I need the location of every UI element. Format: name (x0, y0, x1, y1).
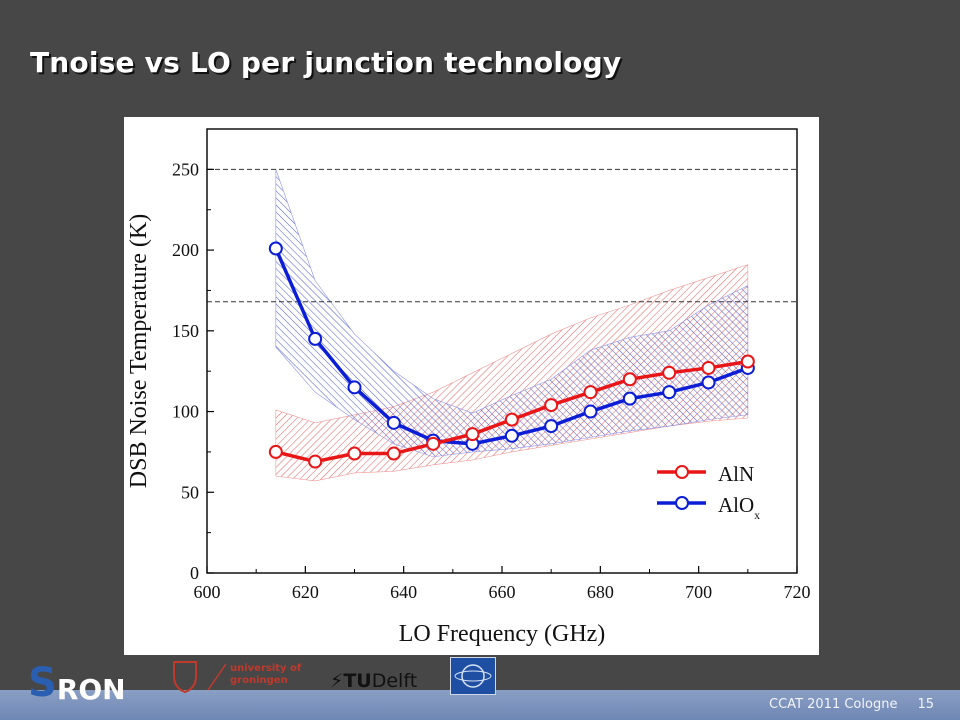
y-tick-label: 100 (172, 402, 199, 422)
point-alox-686 (622, 391, 637, 406)
series-lines (268, 241, 755, 469)
x-tick-label: 680 (587, 582, 614, 602)
y-tick-label: 0 (190, 563, 199, 583)
point-alox-622 (308, 331, 323, 346)
legend-aln-label: AlN (718, 462, 754, 486)
legend-alo-marker (675, 496, 689, 510)
point-aln-614 (268, 444, 283, 459)
groningen-crest-icon (173, 661, 197, 694)
x-tick-label: 720 (784, 582, 811, 602)
chart-panel: 600 620 640 660 680 700 720 0 50 100 150 200 250 AlN… (124, 117, 819, 655)
y-tick-label: 200 (172, 240, 199, 260)
sron-logo-text: RON (56, 673, 126, 706)
point-aln-694 (662, 365, 677, 380)
point-aln-702 (701, 360, 716, 375)
point-aln-654 (465, 427, 480, 442)
noise-temperature-chart: 600 620 640 660 680 700 720 0 50 100 150 200 250 AlN… (126, 128, 811, 647)
axes: 600 620 640 660 680 700 720 0 50 100 150 200 250 (172, 159, 811, 602)
plot-frame (206, 128, 798, 574)
footer-event: CCAT 2011 Cologne (769, 697, 898, 712)
tudelft-flame-icon: ⚡ (330, 670, 344, 692)
point-alox-662 (504, 428, 519, 443)
footer: CCAT 2011 Cologne 15 (749, 697, 934, 712)
x-tick-label: 620 (292, 582, 319, 602)
footer-bar (0, 690, 960, 720)
point-aln-662 (504, 412, 519, 427)
legend-alo-label: AlOx (718, 493, 760, 522)
groningen-logo-text: university of groningen (230, 663, 302, 686)
point-aln-638 (386, 446, 401, 461)
point-aln-622 (308, 454, 323, 469)
sron-s-mark: S (28, 660, 57, 706)
x-tick-label: 640 (390, 582, 417, 602)
y-axis-label: DSB Noise Temperature (K) (126, 214, 152, 488)
sron-logo: SRON (28, 660, 126, 706)
point-aln-710 (740, 354, 755, 369)
page-number: 15 (917, 697, 934, 712)
point-alox-702 (701, 375, 716, 390)
point-alox-638 (386, 415, 401, 430)
tudelft-logo: ⚡TUDelft (330, 670, 418, 692)
point-alox-614 (268, 241, 283, 256)
y-tick-label: 50 (181, 482, 199, 502)
university-of-groningen-logo (173, 661, 227, 694)
reference-lines (207, 168, 797, 303)
slide-title: Tnoise vs LO per junction technology (30, 46, 622, 79)
x-tick-label: 660 (489, 582, 516, 602)
point-aln-646 (426, 436, 441, 451)
nova-logo (450, 657, 496, 695)
y-tick-label: 250 (172, 159, 199, 179)
point-aln-678 (583, 385, 598, 400)
point-alox-694 (662, 385, 677, 400)
legend-aln-marker (675, 465, 689, 479)
point-aln-630 (347, 446, 362, 461)
x-axis-label: LO Frequency (GHz) (399, 621, 606, 647)
x-tick-label: 600 (194, 582, 221, 602)
point-aln-686 (622, 372, 637, 387)
point-alox-670 (544, 419, 559, 434)
legend: AlN AlOx (657, 462, 760, 522)
point-aln-670 (544, 398, 559, 413)
x-tick-label: 700 (685, 582, 712, 602)
point-alox-678 (583, 404, 598, 419)
point-alox-630 (347, 380, 362, 395)
y-tick-label: 150 (172, 321, 199, 341)
